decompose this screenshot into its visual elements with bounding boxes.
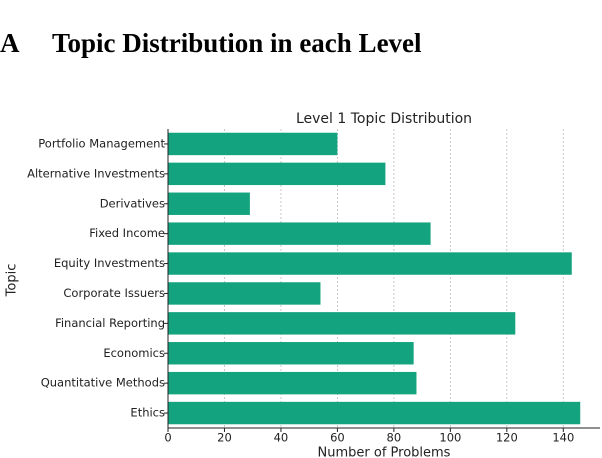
y-tick-label: Ethics xyxy=(130,406,165,420)
y-tick-label: Corporate Issuers xyxy=(63,286,165,300)
bar xyxy=(168,252,572,275)
section-letter: A xyxy=(0,28,20,58)
x-tick-label: 20 xyxy=(217,431,232,445)
x-tick-label: 40 xyxy=(274,431,289,445)
y-axis-label: Topic xyxy=(5,264,20,298)
x-tick-label: 60 xyxy=(330,431,345,445)
x-tick-label: 80 xyxy=(387,431,402,445)
y-tick-label: Equity Investments xyxy=(54,256,165,270)
bar xyxy=(168,192,250,215)
chart-title: Level 1 Topic Distribution xyxy=(296,111,472,127)
bar xyxy=(168,401,581,425)
bar xyxy=(168,132,338,156)
x-axis-label: Number of Problems xyxy=(318,446,451,458)
bar xyxy=(168,222,431,245)
y-tick-label: Fixed Income xyxy=(89,226,165,240)
y-tick-label: Quantitative Methods xyxy=(41,376,165,390)
y-tick-label: Financial Reporting xyxy=(55,316,165,330)
section-heading: A Topic Distribution in each Level xyxy=(0,28,422,59)
x-tick-label: 120 xyxy=(496,431,518,445)
bar xyxy=(168,312,516,335)
bar xyxy=(168,371,417,395)
y-tick-label: Portfolio Management xyxy=(38,136,165,150)
x-tick-label: 0 xyxy=(164,431,171,445)
section-title: Topic Distribution in each Level xyxy=(52,28,422,58)
bar xyxy=(168,342,414,365)
bar xyxy=(168,282,321,305)
x-tick-label: 140 xyxy=(552,431,574,445)
y-tick-label: Economics xyxy=(103,346,165,360)
x-tick-label: 100 xyxy=(439,431,461,445)
y-tick-label: Alternative Investments xyxy=(27,166,165,180)
bar xyxy=(168,162,386,186)
y-tick-label: Derivatives xyxy=(100,196,165,210)
